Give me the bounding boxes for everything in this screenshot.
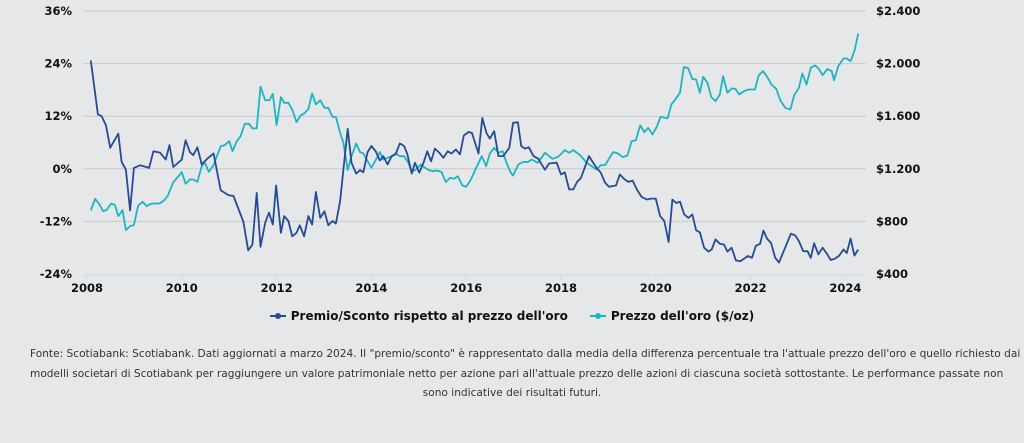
footnote: Fonte: Scotiabank: Scotiabank. Dati aggi… xyxy=(30,345,1021,404)
footnote-line-1: Fonte: Scotiabank: Scotiabank. Dati aggi… xyxy=(30,348,1021,360)
y-right-tick-label: $2.000 xyxy=(876,57,920,71)
y-left-tick-label: 12% xyxy=(44,109,72,123)
x-tick-label: 2018 xyxy=(545,281,577,295)
legend-marker-gold-icon xyxy=(589,311,606,321)
x-tick-label: 2020 xyxy=(640,281,672,295)
legend-label-gold: Prezzo dell'oro ($/oz) xyxy=(610,309,755,323)
y-left-tick-label: 36% xyxy=(44,4,72,18)
x-tick-label: 2022 xyxy=(735,281,767,295)
x-tick-label: 2010 xyxy=(166,281,198,295)
footnote-line-2: modelli societari di Scotiabank per ragg… xyxy=(30,367,1004,380)
y-right-tick-label: $2.400 xyxy=(876,4,920,18)
x-tick-label: 2008 xyxy=(71,281,103,295)
y-left-tick-label: 0% xyxy=(52,162,72,176)
footnote-line-3: sono indicative dei risultati futuri. xyxy=(422,387,602,399)
x-axis: 2008 2010 2012 2014 2016 2018 2020 2022 2024 xyxy=(71,274,866,295)
y-axis-right: $2.400 $2.000 $1.600 $1.200 $800 $400 xyxy=(876,4,920,281)
gold-premium-chart: 2008 2010 2012 2014 2016 2018 2020 2022 2024 36%… xyxy=(40,4,921,295)
y-right-tick-label: $800 xyxy=(876,214,908,228)
x-tick-label: 2012 xyxy=(261,281,293,295)
legend-label-premium: Premio/Sconto rispetto al prezzo dell'or… xyxy=(290,309,568,323)
y-right-tick-label: $1.200 xyxy=(876,162,920,176)
legend: Premio/Sconto rispetto al prezzo dell'or… xyxy=(0,309,1024,323)
y-right-tick-label: $400 xyxy=(876,267,908,281)
y-right-tick-label: $1.600 xyxy=(876,109,920,123)
series-group xyxy=(89,33,860,264)
x-tick-label: 2016 xyxy=(450,281,482,295)
y-left-tick-label: -24% xyxy=(40,267,73,281)
x-tick-label: 2014 xyxy=(355,281,387,295)
gridlines xyxy=(83,10,866,222)
legend-marker-premium-icon xyxy=(269,311,286,321)
y-axis-left: 36% 24% 12% 0% -12% -24% xyxy=(40,4,73,281)
y-left-tick-label: 24% xyxy=(44,57,72,71)
series-line-gold-price xyxy=(89,33,860,231)
legend-item-premium[interactable]: Premio/Sconto rispetto al prezzo dell'or… xyxy=(269,309,568,323)
x-tick-label: 2024 xyxy=(829,281,861,295)
series-line-premium-discount xyxy=(89,60,859,264)
legend-item-gold[interactable]: Prezzo dell'oro ($/oz) xyxy=(589,309,755,323)
y-left-tick-label: -12% xyxy=(40,214,73,228)
